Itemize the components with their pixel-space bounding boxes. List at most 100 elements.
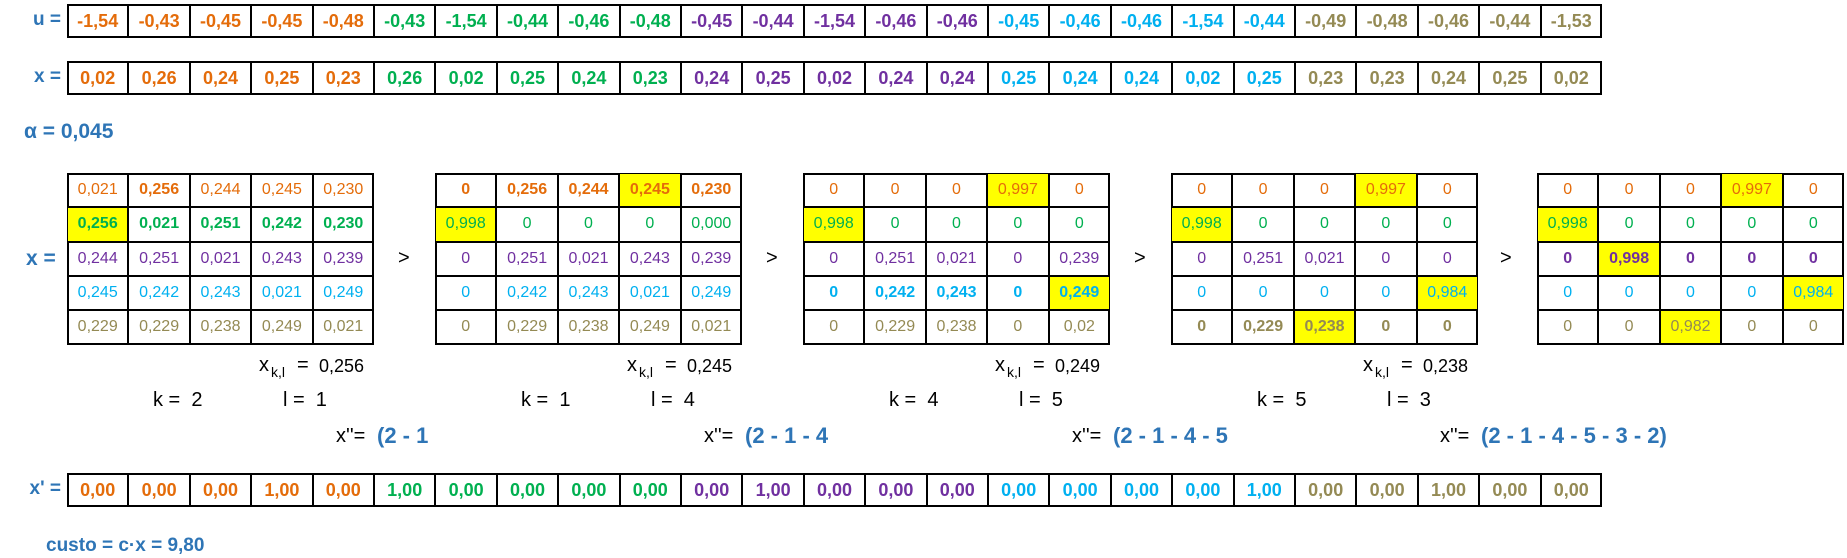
matrix-cell: 0 [1598,275,1660,311]
x-prime-cell: 0,00 [988,474,1050,506]
matrix-cell: 0,249 [251,310,313,345]
matrix-cell: 0,243 [251,241,313,276]
matrix-cell: 0 [1537,310,1599,345]
k-caption: k = 5 [1257,389,1307,411]
matrix-cell: 0 [1659,241,1722,276]
path: (2 - 1 - 4 [745,423,829,448]
x-prime-cell: 1,00 [251,474,313,506]
path-label: x''= [1072,425,1102,447]
matrix-cell: 0 [1782,173,1844,208]
u-cell: -0,43 [128,5,190,37]
path-label: x''= [336,425,366,447]
matrix-cell: 0 [987,241,1049,276]
matrix-cell: 0,251 [128,241,190,276]
matrix-cell: 0 [987,275,1049,311]
matrix-cell: 0 [1416,173,1478,208]
x-cell: 0,02 [803,62,866,94]
matrix-cell: 0 [1537,173,1599,208]
u-cell: -1,54 [435,5,497,37]
l-caption: l = 4 [651,389,695,411]
u-cell: -1,54 [1172,5,1234,37]
matrix-cell: 0,998 [1537,207,1599,242]
x-prime-cell: 0,00 [803,474,866,506]
u-strip: -1,54 -0,43 -0,45 -0,45 -0,48 -0,43 -1,54 -0,44… [67,4,1602,38]
matrix: 0 0 0 0,997 0 0,998 0 0 0 0 0 0,251 0,021 0 0 0 0 0 0 0,984… [1171,173,1478,345]
xkl-eq: = [1401,354,1413,376]
matrix-cell: 0 [864,173,926,208]
u-label: u = [33,9,61,30]
matrix-cell: 0 [1355,275,1417,311]
matrix-cell: 0 [1416,241,1478,276]
matrix-cell: 0 [1355,207,1417,242]
u-cell: -0,45 [189,5,252,37]
u-cell: -0,46 [1417,5,1480,37]
matrix-cell: 0,242 [251,207,313,242]
matrix-cell: 0 [435,241,497,276]
matrix-cell: 0,230 [312,207,374,242]
matrix-cell: 0,238 [557,310,620,345]
x-prime-cell: 0,00 [496,474,559,506]
matrix-cell: 0 [1721,310,1783,345]
x-cell: 0,25 [742,62,804,94]
xkl-var: x [995,354,1005,376]
x-prime-cell: 0,00 [1479,474,1541,506]
matrix-cell: 0,245 [251,173,313,208]
matrix-cell: 0,245 [67,275,129,311]
matrix-cell: 0 [1048,173,1110,208]
x-prime-cell: 0,00 [926,474,988,506]
matrix-cell: 0,982 [1659,310,1722,345]
matrix-cell: 0,02 [1048,310,1110,345]
x-prime-label: x' = [29,478,61,499]
matrix-cell: 0 [1416,207,1478,242]
xkl-value: 0,238 [1423,356,1469,376]
matrix-cell: 0 [1721,207,1783,242]
k-caption: k = 1 [521,389,571,411]
matrix-cell: 0 [619,207,681,242]
path: (2 - 1 - 4 - 5 [1113,423,1228,448]
matrix-cell: 0,021 [67,173,129,208]
xkl-value: 0,256 [319,356,365,376]
matrix-cell: 0,238 [1293,310,1356,345]
k-caption: k = 4 [889,389,939,411]
matrix-cell: 0 [435,173,497,208]
matrix-cell: 0,244 [557,173,620,208]
matrix-cell: 0,229 [496,310,558,345]
xkl-sub: k,l [639,364,653,380]
x-cell: 0,24 [681,62,743,94]
matrix-cell: 0,998 [803,207,865,242]
matrix-label: x = [26,246,56,270]
matrix-cell: 0 [1293,275,1356,311]
matrix-cell: 0,997 [1721,173,1783,208]
matrix-cell: 0 [864,207,926,242]
matrix-cell: 0,229 [128,310,190,345]
matrix: 0,021 0,256 0,244 0,245 0,230 0,256 0,021 0,251… [67,173,374,345]
x-cell: 0,02 [67,62,129,94]
matrix-cell: 0,242 [128,275,190,311]
matrix-cell: 0,229 [1232,310,1294,345]
matrix-cell: 0 [803,241,865,276]
matrix-cell: 0 [1232,173,1294,208]
matrix-cell: 0,230 [680,173,742,208]
u-cell: -0,44 [742,5,804,37]
matrix-cell: 0 [1048,207,1110,242]
matrix-cell: 0,997 [1355,173,1417,208]
x-prime-cell: 0,00 [189,474,252,506]
matrix-cell: 0 [1659,173,1722,208]
separator: > [1500,246,1512,269]
u-cell: -0,46 [1110,5,1173,37]
x-cell: 0,23 [1356,62,1418,94]
u-cell: -0,48 [619,5,681,37]
matrix-cell: 0 [1355,310,1417,345]
matrix-cell: 0,245 [619,173,681,208]
x-prime-cell: 0,00 [1356,474,1418,506]
matrix-cell: 0 [1782,207,1844,242]
x-prime-cell: 0,00 [1295,474,1357,506]
xkl-var: x [627,354,637,376]
matrix-cell: 0 [1537,275,1599,311]
matrix-cell: 0 [803,275,865,311]
x-cell: 0,02 [435,62,497,94]
l-caption: l = 5 [1019,389,1063,411]
xkl-var: x [1363,354,1373,376]
x-prime-cell: 0,00 [1110,474,1173,506]
matrix-cell: 0 [1232,207,1294,242]
